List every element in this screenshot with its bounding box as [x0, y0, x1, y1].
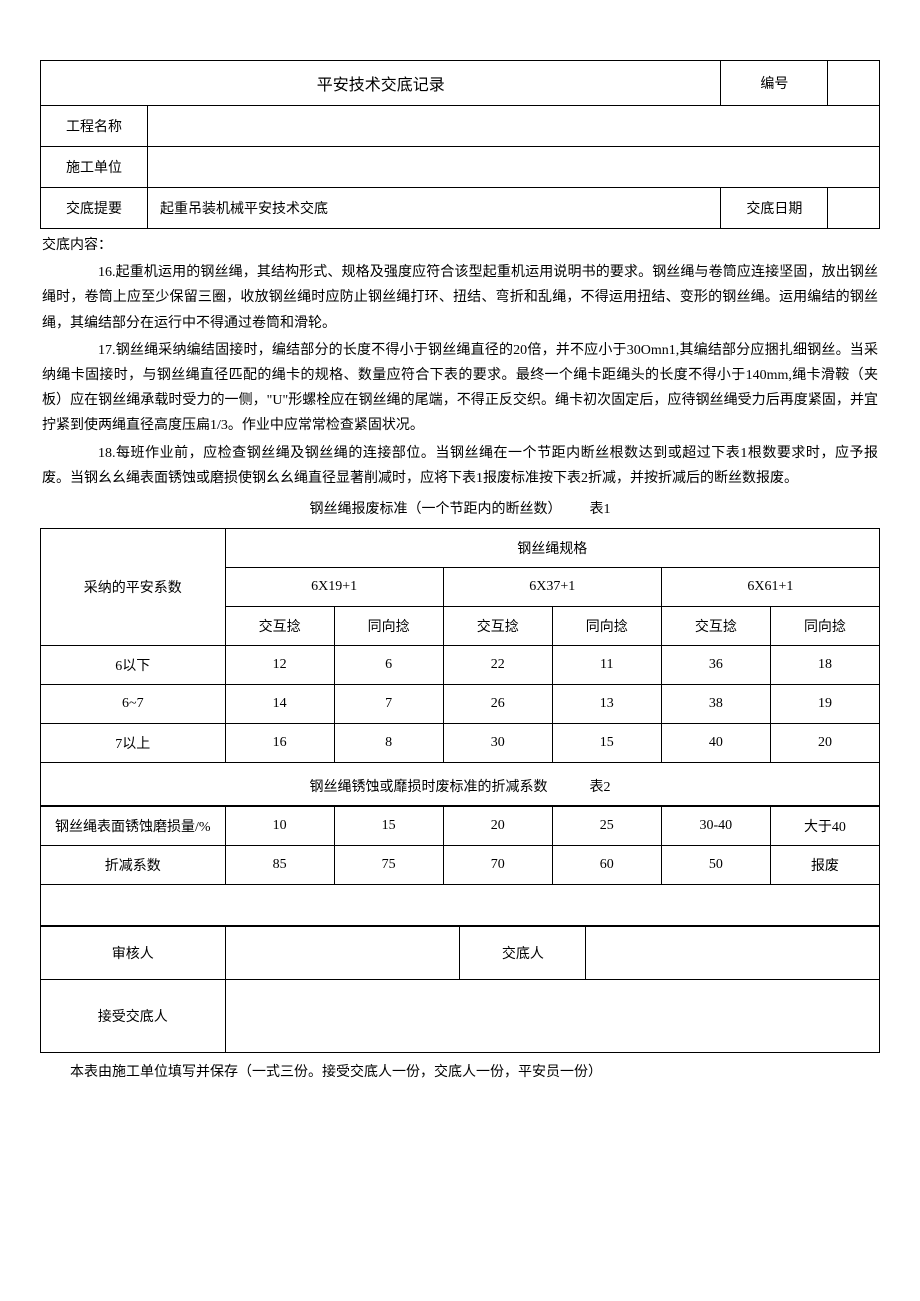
t1-sub-b0: 同向捻	[334, 607, 443, 646]
reviewer-label: 审核人	[41, 927, 226, 980]
date-label: 交底日期	[721, 188, 828, 229]
table-row: 钢丝绳表面锈蚀磨损量/% 10 15 20 25 30-40 大于40	[41, 807, 880, 846]
t1-spec-2: 6X61+1	[661, 568, 879, 607]
para-17: 17.钢丝绳采纳编结固接时，编结部分的长度不得小于钢丝绳直径的20倍，并不应小于…	[42, 338, 878, 439]
receiver-value	[225, 980, 879, 1053]
table-row: 折减系数 85 75 70 60 50 报废	[41, 846, 880, 885]
presenter-label: 交底人	[460, 927, 586, 980]
signature-table: 审核人 交底人 接受交底人	[40, 926, 880, 1053]
t1-sub-b2: 同向捻	[770, 607, 879, 646]
t2-row2-label: 折减系数	[41, 846, 226, 885]
t2-row1-label: 钢丝绳表面锈蚀磨损量/%	[41, 807, 226, 846]
para-16: 16.起重机运用的钢丝绳，其结构形式、规格及强度应符合该型起重机运用说明书的要求…	[42, 260, 878, 336]
table2-caption: 钢丝绳锈蚀或靡损时废标准的折减系数 表2	[41, 763, 880, 806]
date-value	[828, 188, 880, 229]
unit-label: 施工单位	[41, 147, 148, 188]
presenter-value	[586, 927, 880, 980]
project-value	[148, 106, 880, 147]
table-row: 7以上 16 8 30 15 40 20	[41, 724, 880, 763]
t1-sub-a1: 交互捻	[443, 607, 552, 646]
t1-sub-b1: 同向捻	[552, 607, 661, 646]
table2: 钢丝绳表面锈蚀磨损量/% 10 15 20 25 30-40 大于40 折减系数…	[40, 806, 880, 926]
reviewer-value	[225, 927, 460, 980]
number-value	[828, 61, 880, 106]
project-label: 工程名称	[41, 106, 148, 147]
para-18: 18.每班作业前，应检查钢丝绳及钢丝绳的连接部位。当钢丝绳在一个节距内断丝根数达…	[42, 441, 878, 491]
t1-sub-a2: 交互捻	[661, 607, 770, 646]
t1-col-safety: 采纳的平安系数	[41, 529, 226, 646]
t1-spec-0: 6X19+1	[225, 568, 443, 607]
doc-title: 平安技术交底记录	[41, 61, 721, 106]
header-table: 平安技术交底记录 编号 工程名称 施工单位 交底提要 起重吊装机械平安技术交底 …	[40, 60, 880, 229]
table1-caption: 钢丝绳报废标准（一个节距内的断丝数） 表1	[42, 493, 878, 524]
footer-note: 本表由施工单位填写并保存（一式三份。接受交底人一份，交底人一份，平安员一份）	[40, 1053, 880, 1081]
unit-value	[148, 147, 880, 188]
summary-label: 交底提要	[41, 188, 148, 229]
table1: 采纳的平安系数 钢丝绳规格 6X19+1 6X37+1 6X61+1 交互捻 同…	[40, 528, 880, 806]
table-row: 6以下 12 6 22 11 36 18	[41, 646, 880, 685]
number-label: 编号	[721, 61, 828, 106]
content-body: 交底内容： 16.起重机运用的钢丝绳，其结构形式、规格及强度应符合该型起重机运用…	[40, 229, 880, 528]
content-heading: 交底内容：	[42, 233, 878, 258]
t1-col-spec: 钢丝绳规格	[225, 529, 879, 568]
spacer-row	[41, 885, 880, 926]
receiver-label: 接受交底人	[41, 980, 226, 1053]
summary-value: 起重吊装机械平安技术交底	[148, 188, 721, 229]
table-row: 6~7 14 7 26 13 38 19	[41, 685, 880, 724]
t1-sub-a0: 交互捻	[225, 607, 334, 646]
t1-spec-1: 6X37+1	[443, 568, 661, 607]
